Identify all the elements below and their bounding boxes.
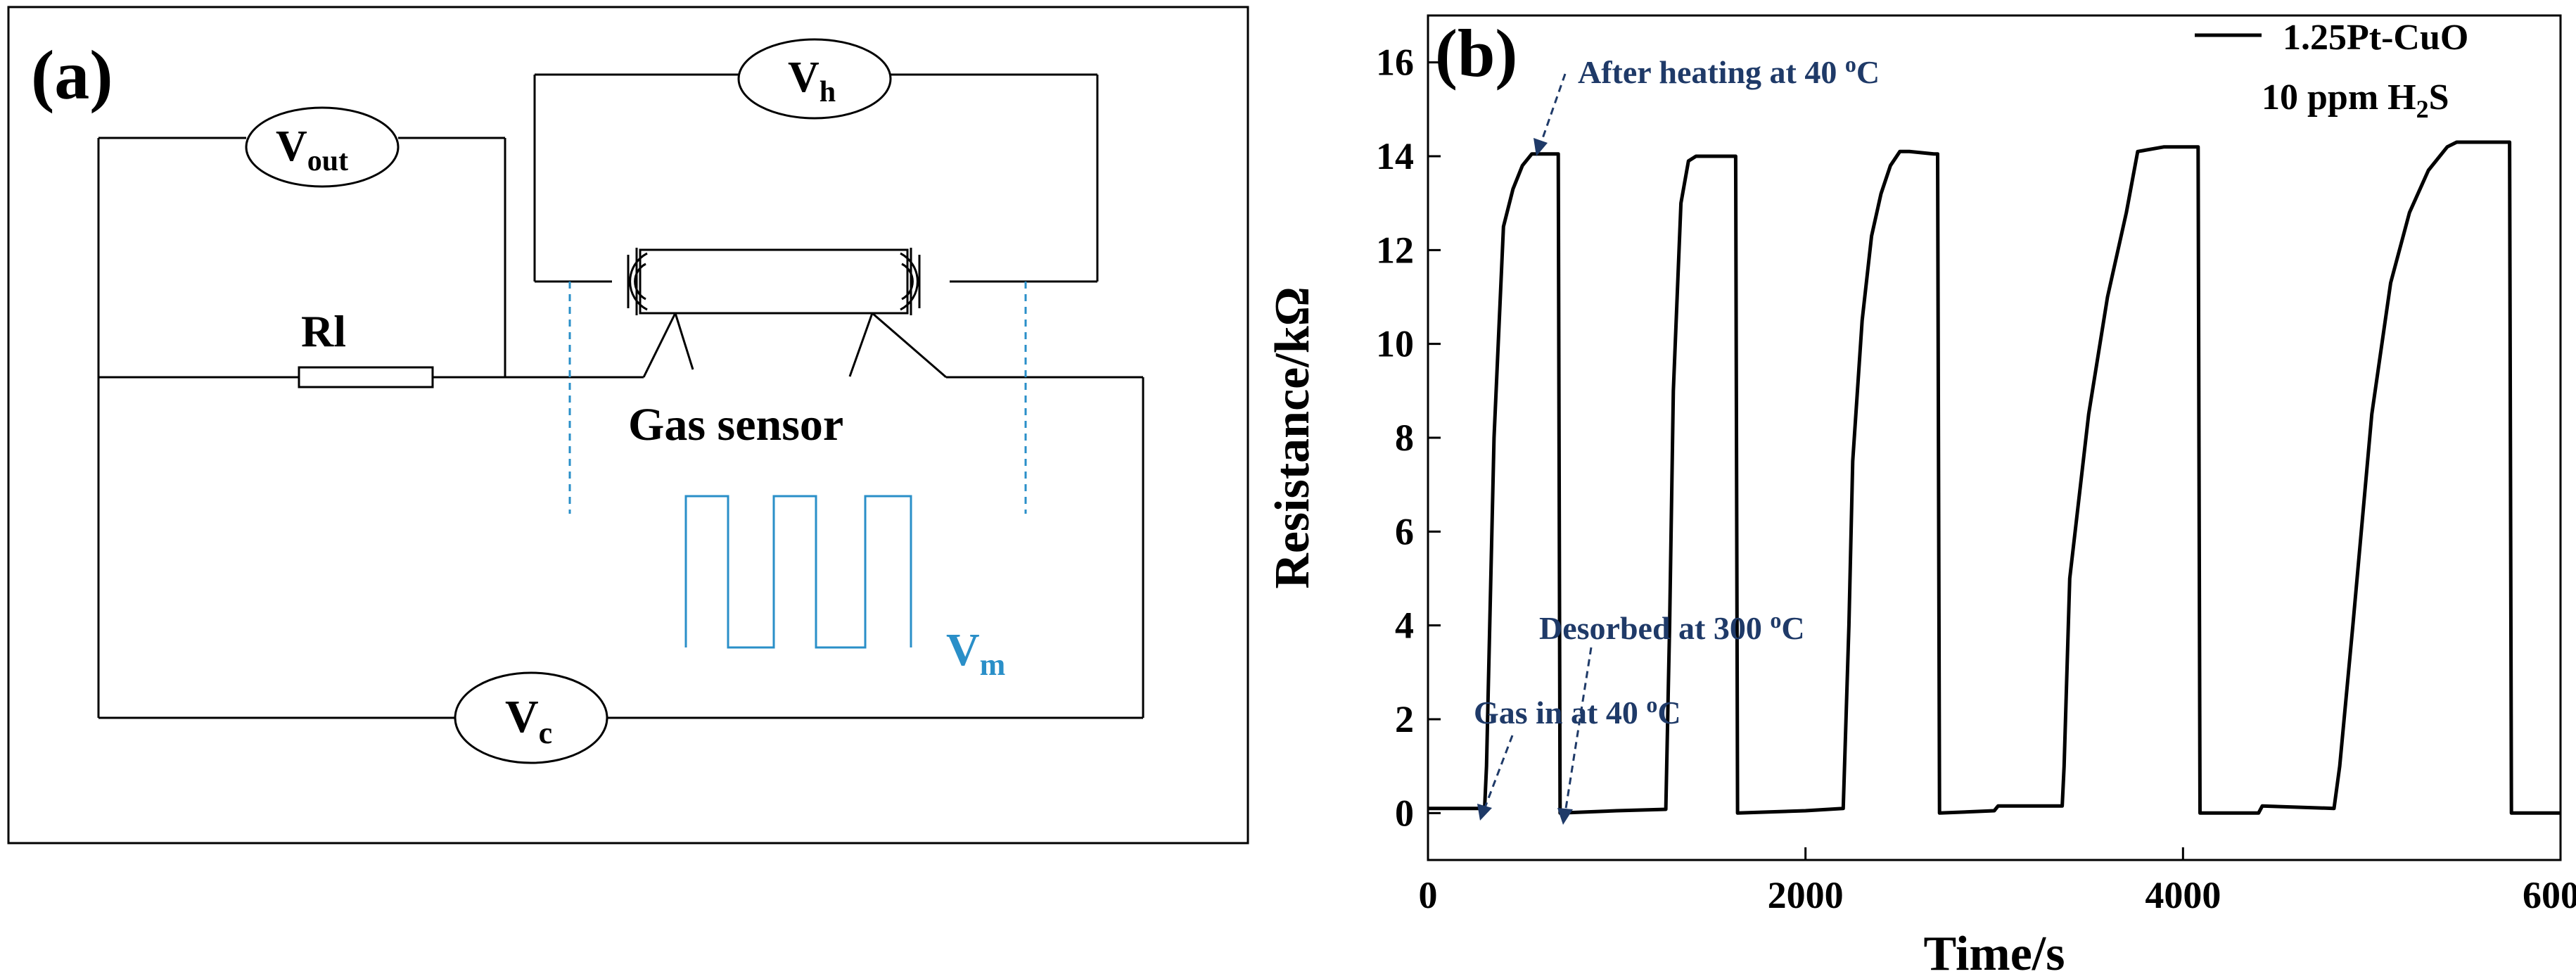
x-tick-label: 4000 [2145,874,2221,916]
x-axis-label: Time/s [1924,927,2065,974]
panel-b-resistance-chart: (b) 0 2 4 6 8 10 12 14 16 0 2000 4000 6000 Resistan… [1265,14,2576,974]
pulse-waveform [684,495,912,649]
y-tick-label: 16 [1376,42,1414,84]
x-tick-label: 2000 [1768,874,1844,916]
y-tick-label: 2 [1395,698,1414,740]
y-tick-label: 6 [1395,510,1414,552]
annotation-arrowheads [1477,138,1573,825]
plot-frame [1427,14,2562,861]
load-resistor: Rl [298,306,434,388]
x-tick-label: 6000 [2523,874,2576,916]
y-tick-label: 0 [1395,792,1414,834]
annotation-arrows [1483,73,1593,814]
vout-meter: Vout [245,106,400,188]
legend: 1.25Pt-CuO [2195,18,2468,58]
vh-meter: Vh [737,38,892,120]
annotation-desorbed: Desorbed at 300 oC [1539,607,1805,646]
panel-a-circuit-diagram: (a) Vout [7,6,1249,845]
annotation-gas-in: Gas in at 40 oC [1474,692,1681,730]
vm-label: Vm [946,624,1005,682]
panel-a-label: (a) [31,36,113,114]
y-tick-label: 4 [1395,605,1414,647]
x-tick-label: 0 [1419,874,1438,916]
y-tick-label: 14 [1376,135,1414,177]
vc-label: Vc [505,691,552,750]
vc-meter: Vc [454,671,608,764]
circuit-wires [97,73,1144,719]
y-tick-label: 12 [1376,229,1414,271]
y-axis-label: Resistance/kΩ [1265,286,1320,588]
vh-label: Vh [788,53,836,108]
series-line-1-25pt-cuo [1428,140,2561,815]
x-axis-ticks: 0 2000 4000 6000 [1419,847,2576,916]
y-tick-label: 8 [1395,417,1414,459]
panel-b-label: (b) [1435,15,1517,91]
y-tick-label: 10 [1376,323,1414,365]
dashed-guides [568,282,1027,514]
condition-label: 10 ppm H2S [2262,77,2449,123]
vout-label: Vout [276,122,348,177]
legend-label: 1.25Pt-CuO [2283,18,2468,58]
gas-sensor-label: Gas sensor [628,399,843,450]
resistor-label: Rl [301,306,346,356]
panel-a-frame [7,6,1249,845]
y-axis-ticks: 0 2 4 6 8 10 12 14 16 [1376,42,1441,834]
annotations: After heating at 40 oC Desorbed at 300 o… [1474,51,1880,730]
annotation-after-heating: After heating at 40 oC [1578,51,1880,90]
gas-sensor [627,248,947,379]
